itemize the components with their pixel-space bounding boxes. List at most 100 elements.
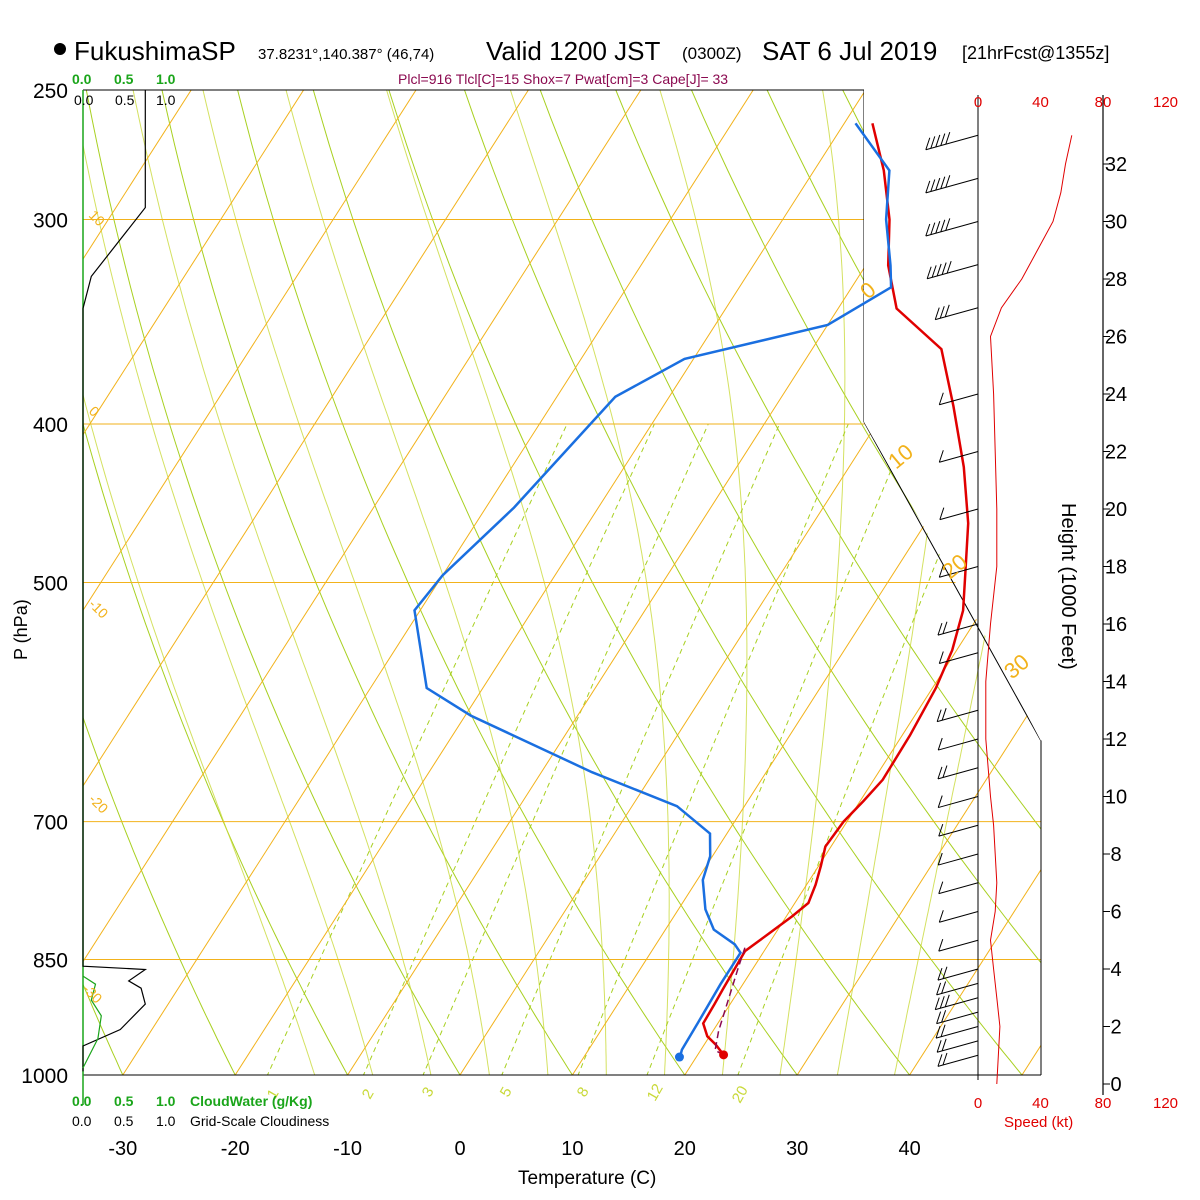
height-tick-label: 22 xyxy=(1105,442,1127,464)
wind-barb-feather xyxy=(941,262,947,275)
cloudiness-tick: 0.0 xyxy=(72,1113,92,1129)
wind-barb-feather xyxy=(934,307,940,320)
cloud-water-title: CloudWater (g/Kg) xyxy=(190,1093,312,1109)
wind-barb-feather xyxy=(935,221,941,234)
pressure-tick-label: 850 xyxy=(33,950,68,973)
wind-barb-staff xyxy=(925,134,979,151)
dry-adiabat xyxy=(83,715,236,1075)
wind-barb-feather xyxy=(945,175,951,188)
isotherm xyxy=(796,693,1041,1075)
wind-barb-feather xyxy=(944,994,950,1007)
station-coords: 37.8231°,140.387° (46,74) xyxy=(258,46,434,63)
speed-tick-top: 80 xyxy=(1095,94,1112,111)
wind-barb-feather xyxy=(942,621,948,634)
isotherm xyxy=(234,90,867,1075)
top-cloudwater-tick: 0.0 xyxy=(72,71,92,87)
top-cloudwater-tick: 1.0 xyxy=(156,71,176,87)
cloudwater-line xyxy=(82,975,102,1069)
height-tick-label: 18 xyxy=(1105,557,1127,579)
wind-speed-line xyxy=(985,135,1073,1085)
wind-barb-staff xyxy=(925,177,979,194)
wind-barb-staff xyxy=(937,767,979,780)
height-tick-label: 4 xyxy=(1110,959,1121,981)
dry-adiabat xyxy=(83,983,124,1075)
wind-barb-feather xyxy=(938,651,944,664)
wind-barb-feather xyxy=(938,938,944,952)
wind-barb-feather xyxy=(938,392,944,405)
temperature-tick-label: 0 xyxy=(454,1138,465,1160)
dry-adiabat xyxy=(615,90,1041,830)
wind-barb-feather xyxy=(942,765,948,778)
speed-tick-top: 40 xyxy=(1032,94,1049,111)
valid-date: SAT 6 Jul 2019 xyxy=(762,36,937,66)
wind-barb-feather xyxy=(936,1040,942,1053)
moist-adiabat xyxy=(202,90,490,1075)
top-cloudiness-tick: 0.5 xyxy=(115,92,135,108)
wind-barb-staff xyxy=(939,566,979,578)
moist-adiabat xyxy=(285,90,549,1075)
dry-adiabat xyxy=(463,90,1023,1075)
mixing-ratio-line xyxy=(422,423,709,1075)
cloudiness-title: Grid-Scale Cloudiness xyxy=(190,1113,329,1129)
dry-adiabat xyxy=(388,90,911,1075)
pressure-tick-label: 400 xyxy=(33,414,68,437)
cloudwater-tick: 0.5 xyxy=(114,1093,134,1109)
wind-barb-feather xyxy=(936,263,942,277)
parcel-line xyxy=(714,947,746,1056)
cloudiness-line xyxy=(82,90,148,1072)
wind-barb-feather xyxy=(938,881,944,894)
forecast-label: [21hrFcst@1355z] xyxy=(962,43,1109,63)
wind-barb-feather xyxy=(938,565,944,578)
moist-adiabat xyxy=(509,90,670,1075)
valid-utc: (0300Z) xyxy=(682,44,742,63)
mixing-ratio-label: 3 xyxy=(419,1084,438,1100)
wind-barb-staff xyxy=(939,911,979,923)
wind-barb-feather xyxy=(941,1010,947,1023)
dry-adiabat xyxy=(161,90,573,1075)
wind-barb-staff xyxy=(937,623,979,636)
dewpoint-line xyxy=(413,122,893,1056)
temperature-tick-label: 40 xyxy=(898,1138,920,1160)
cloudiness-tick: 0.5 xyxy=(114,1113,134,1129)
dry-adiabat xyxy=(690,90,1041,698)
height-tick-label: 16 xyxy=(1105,614,1127,636)
height-tick-label: 24 xyxy=(1105,384,1127,406)
temperature-tick-label: 20 xyxy=(674,1138,696,1160)
mixing-ratio-label: 2 xyxy=(359,1086,378,1102)
wind-barb-feather xyxy=(940,219,946,232)
wind-barb-staff xyxy=(935,307,979,321)
moist-adiabat xyxy=(779,90,846,1075)
wind-barb-feather xyxy=(936,982,942,996)
surface-temperature-dot xyxy=(719,1050,729,1060)
stability-indices: Plcl=916 Tlcl[C]=15 Shox=7 Pwat[cm]=3 Ca… xyxy=(398,71,728,87)
wind-barb-feather xyxy=(938,910,944,923)
wind-barb-feather xyxy=(942,966,948,979)
dry-adiabat xyxy=(83,422,349,1075)
wind-barb-feather xyxy=(937,737,943,751)
speed-tick-bottom: 80 xyxy=(1095,1095,1112,1112)
mixing-ratio-label: 8 xyxy=(574,1084,593,1100)
x-axis-title: Temperature (C) xyxy=(518,1168,656,1189)
wind-barb-feather xyxy=(940,133,946,146)
speed-tick-bottom: 0 xyxy=(974,1095,982,1112)
wind-barb-feather xyxy=(930,222,936,235)
pressure-tick-label: 1000 xyxy=(21,1065,68,1088)
isotherm xyxy=(83,90,192,260)
wind-barb-staff xyxy=(938,853,979,866)
height-tick-label: 8 xyxy=(1110,844,1121,866)
header: FukushimaSP 37.8231°,140.387° (46,74) Va… xyxy=(54,36,1109,87)
cloudiness-tick: 1.0 xyxy=(156,1113,176,1129)
height-tick-label: 26 xyxy=(1105,327,1127,349)
moist-adiabat xyxy=(659,90,748,1075)
height-tick-label: 14 xyxy=(1105,672,1127,694)
valid-label: Valid 1200 JST xyxy=(486,36,661,66)
wind-barb-feather xyxy=(937,766,943,780)
height-tick-label: 30 xyxy=(1105,212,1127,234)
wind-barb-feather xyxy=(934,997,940,1010)
isotherm xyxy=(83,90,642,963)
wind-barb-feather xyxy=(937,852,943,866)
temperature-tick-label: 10 xyxy=(561,1138,583,1160)
wind-barb-feather xyxy=(937,622,943,636)
speed-tick-top: 0 xyxy=(974,94,982,111)
